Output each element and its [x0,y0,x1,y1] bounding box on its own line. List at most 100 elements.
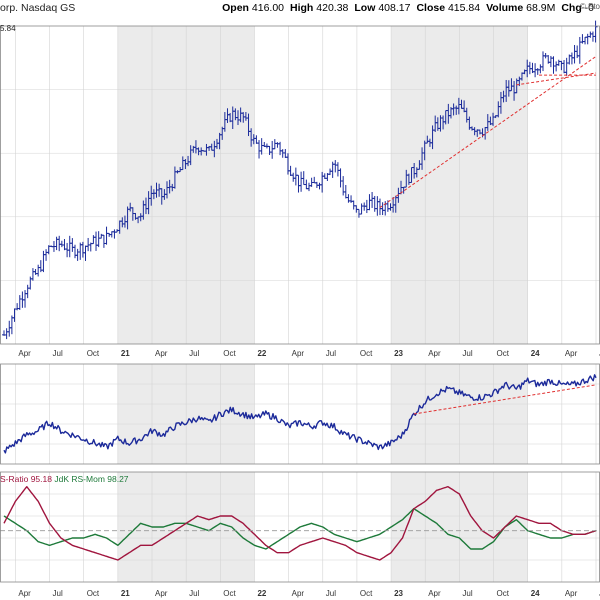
price-bar [375,196,380,216]
chart-title: orp. Nasdaq GS [0,2,76,14]
price-bar [535,68,540,75]
x-tick-label: Oct [360,349,373,358]
price-bar [562,60,567,74]
price-bar [291,172,296,182]
price-bar [41,250,46,273]
price-bar [83,245,88,261]
price-bar [44,249,49,261]
price-bar [288,165,293,176]
price-bar [372,195,377,212]
price-bar [23,290,28,308]
price-bar [559,60,564,71]
x-tick-label: Jul [326,349,336,358]
price-bar [101,234,106,248]
x-tick-label: Apr [292,589,305,598]
price-bar [296,174,301,193]
price-bar [359,203,364,215]
price-bar [267,145,272,155]
price-bar [285,153,290,175]
ohlc-value-close: 415.84 [447,2,481,14]
rs-trendline [413,384,597,415]
price-bar [36,264,41,277]
price-bar [17,295,22,310]
price-bar [70,238,75,252]
price-bar [75,248,80,261]
price-bar [333,160,338,173]
price-bar [15,303,20,311]
price-bar [9,315,14,335]
price-bar [385,200,390,212]
price-bar [259,138,264,155]
x-tick-label: Jul [53,349,63,358]
price-bar [580,34,585,44]
x-tick-label: Oct [87,589,100,598]
price-bar [304,179,309,190]
x-tick-label: 21 [121,349,130,358]
x-tick-label: 21 [121,589,130,598]
price-bar [94,231,99,251]
price-bar [569,52,574,65]
price-bar [351,200,356,210]
price-bar [338,168,343,188]
x-tick-label: Apr [428,349,441,358]
price-bar [564,57,569,76]
x-tick-label: Oct [223,349,236,358]
indicator-legend: S-Ratio 95.18 JdK RS-Mom 98.27 [0,474,129,484]
ohlc-value-volume: 68.9M [526,2,556,14]
x-tick-label: Jul [462,349,472,358]
x-tick-label: Jul [462,589,472,598]
ohlc-label-open: Open [222,2,252,14]
price-bar [72,244,77,259]
rs-momentum-line [3,508,597,550]
price-trendline [516,72,597,86]
ohlc-label-volume: Volume [486,2,527,14]
x-tick-label: Oct [223,589,236,598]
ohlc-label-high: High [290,2,317,14]
price-bar [328,168,333,176]
price-bar [293,167,298,186]
x-tick-label: Oct [497,349,510,358]
x-tick-label: Jul [326,589,336,598]
x-tick-label: Jul [189,349,199,358]
x-axis-labels: Apr Jul Oct 21 Apr Jul Oct 22 Apr Jul Oct 23 Apr Jul O… [18,349,600,598]
price-bar [341,176,346,196]
price-bar [312,176,317,184]
price-bar [572,44,577,64]
data-layer [2,20,598,561]
price-bar [283,148,288,158]
price-bar [577,36,582,64]
price-bar [588,31,593,38]
price-bar [556,59,561,66]
rs-ratio-line [3,486,597,561]
price-bar [272,139,277,150]
rs-line [3,374,597,454]
price-bar [551,56,556,74]
price-bar [4,328,9,340]
x-tick-label: Apr [18,349,31,358]
price-bar [364,199,369,214]
last-price-label: 5.84 [0,24,16,33]
price-bar [306,182,311,192]
x-tick-label: Apr [292,349,305,358]
price-bar [80,241,85,258]
price-bar [12,308,17,322]
price-bar [96,231,101,248]
x-tick-label: Apr [155,589,168,598]
price-bar [540,51,545,72]
price-bar [30,268,35,281]
trendline-layer [0,56,600,532]
price-bar [25,284,30,299]
x-tick-label: Apr [565,349,578,358]
price-bar [270,140,275,159]
ohlc-label-low: Low [354,2,379,14]
price-bar [583,36,588,45]
ohlc-label-close: Close [416,2,448,14]
price-bar [62,239,67,251]
ohlc-value-chg: -0 [584,2,594,14]
rs-mom-legend: JdK RS-Mom 98.27 [54,474,129,484]
price-bar [527,61,532,75]
x-tick-label: Oct [497,589,510,598]
price-bar [299,171,304,192]
price-bar [275,142,280,148]
